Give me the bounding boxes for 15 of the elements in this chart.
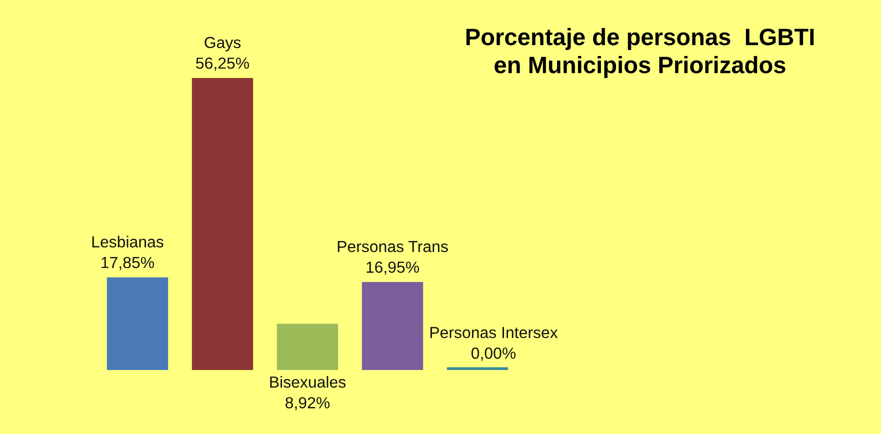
x-tick-label: Personas Trans [338,241,448,252]
x-tick-label: Lesbianas [92,236,164,248]
data-label: 56,25% [196,58,250,71]
data-label: 17,85% [102,256,154,270]
bar [192,78,254,370]
x-tick-label: Bisexuales [270,376,346,388]
text: Porcentaje de personas LGBTI en Municipios Priorizados [466,28,814,78]
x-tick-label: Personas Intersex [430,327,558,338]
bar [276,324,338,370]
data-label: 16,95% [366,262,420,275]
data-label: 8,92% [286,397,330,410]
x-tick-label: Gays [204,36,241,52]
bar [362,282,424,370]
bar [106,277,168,370]
data-label: 0,00% [471,348,516,361]
